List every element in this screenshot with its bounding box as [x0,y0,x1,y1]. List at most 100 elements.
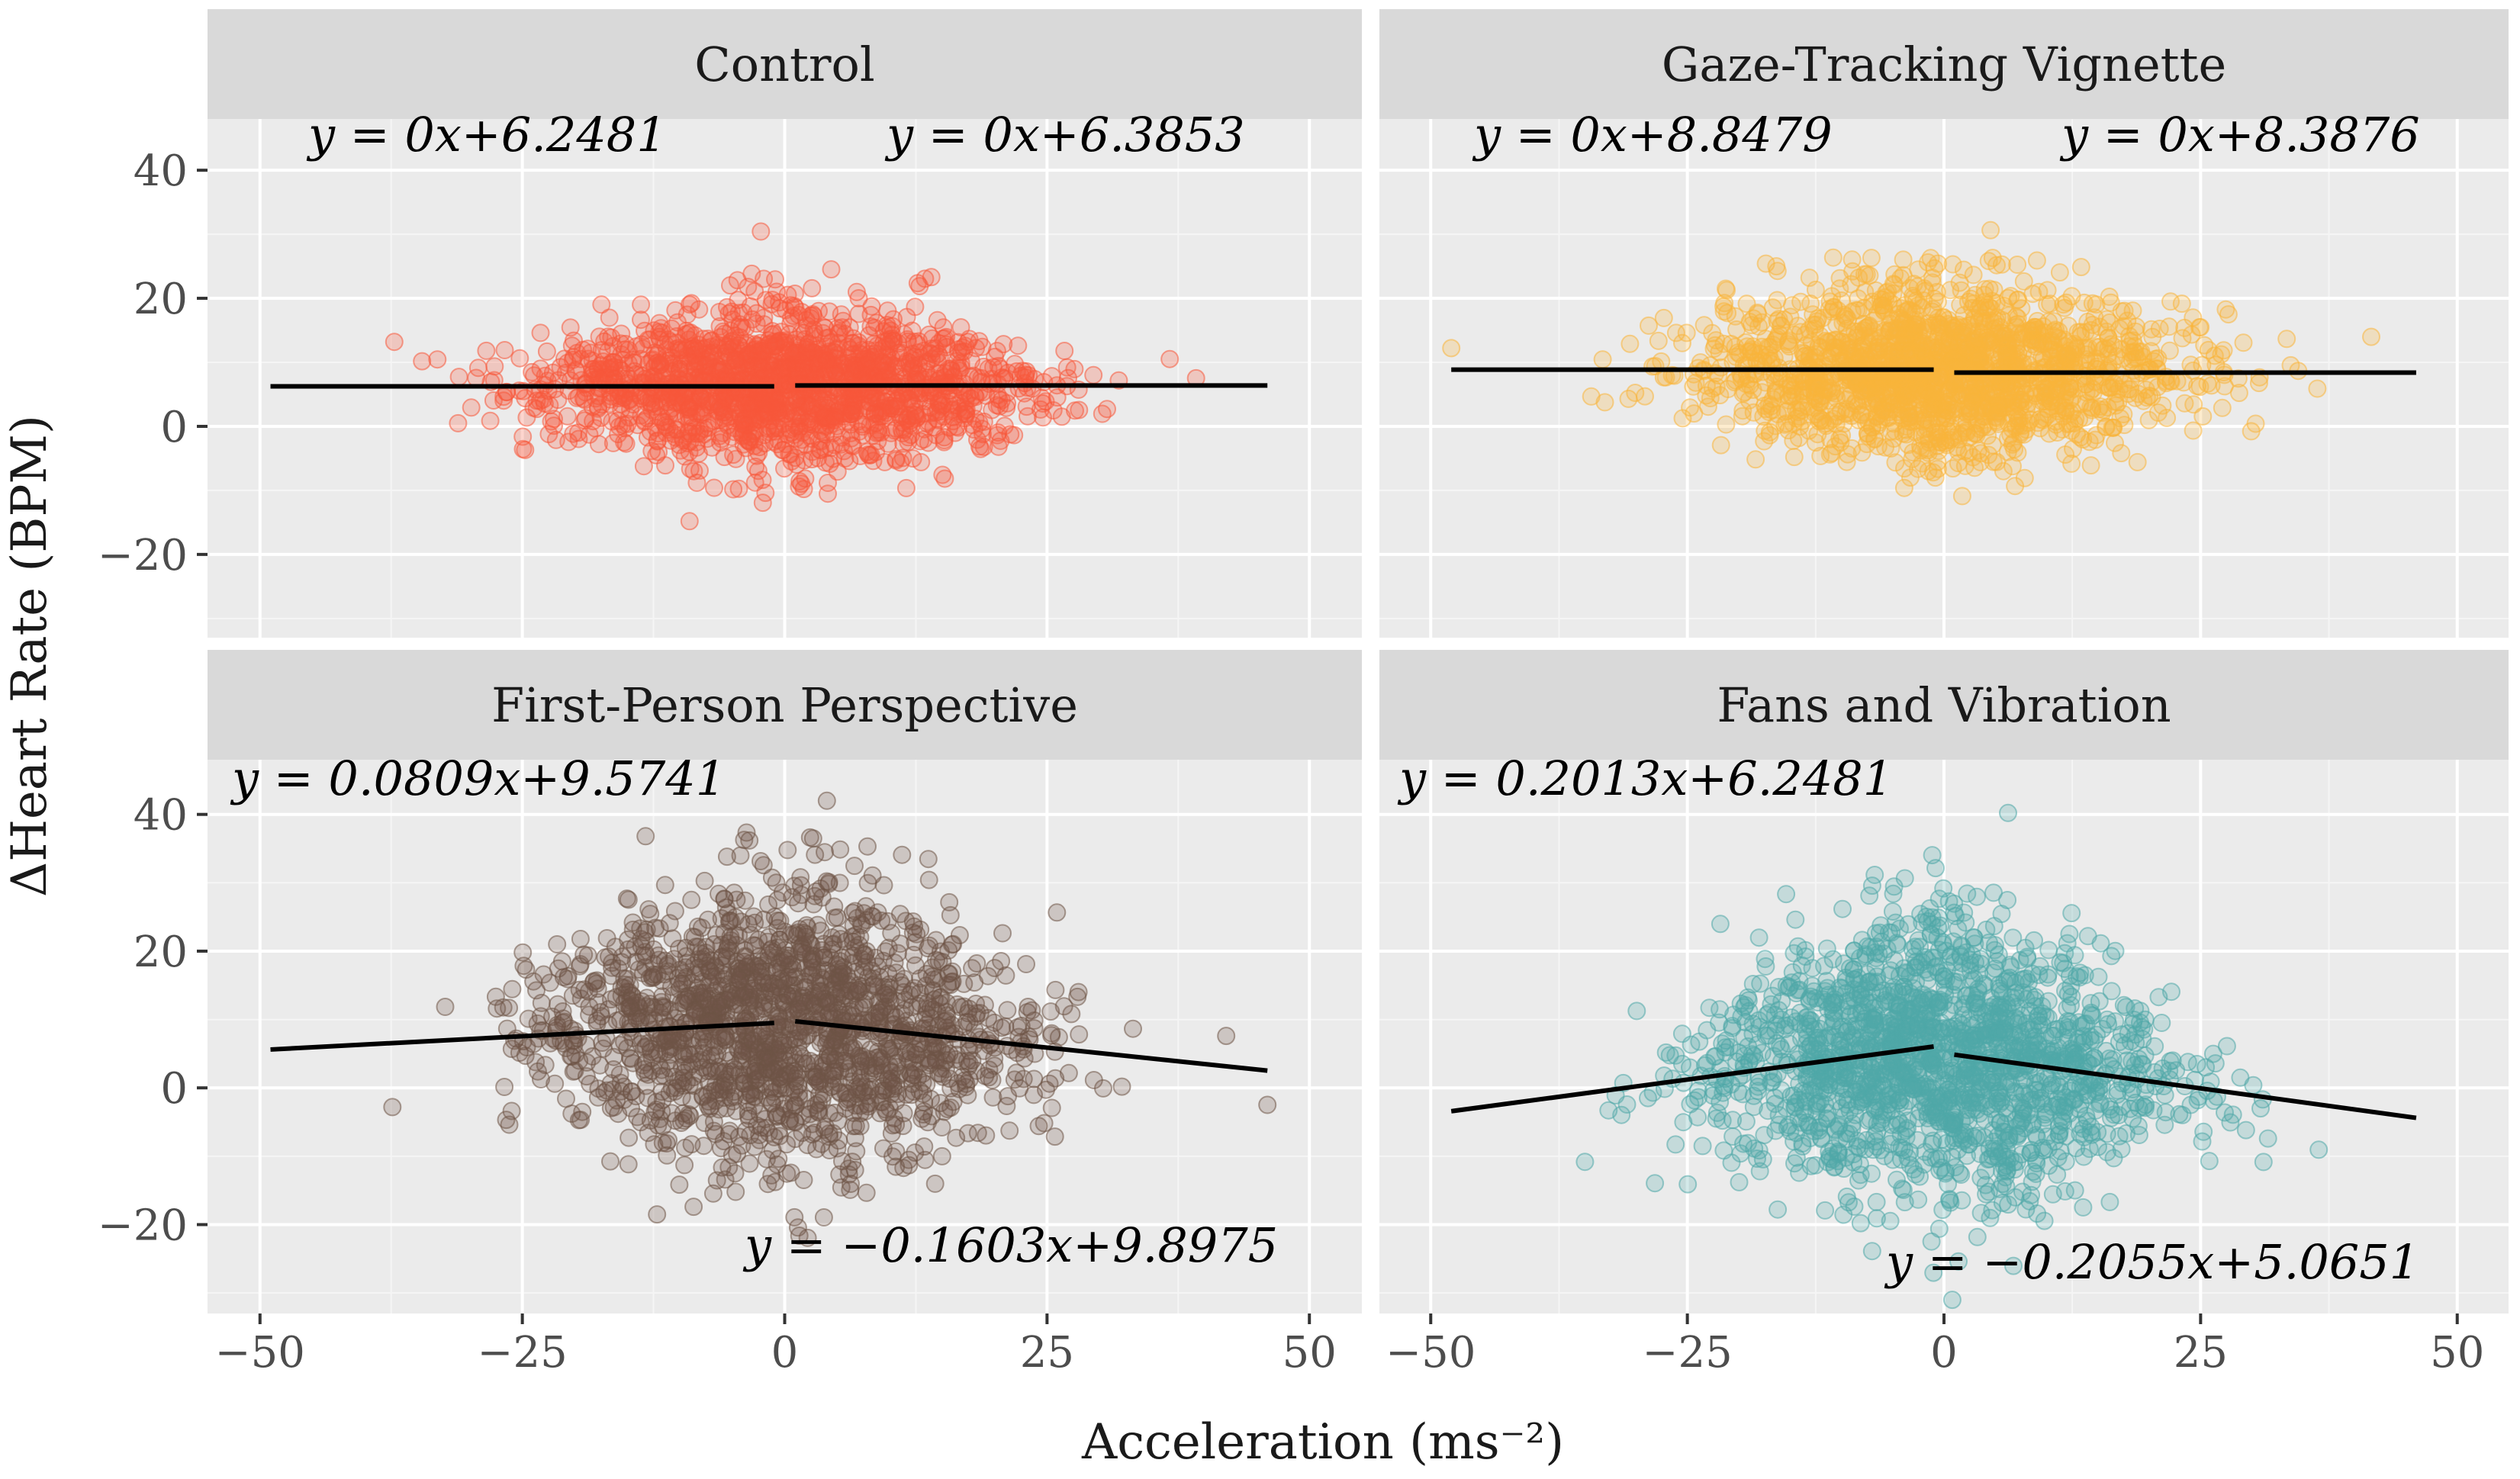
data-point [1055,342,1074,360]
data-point [2213,398,2232,417]
data-point [1987,256,2006,275]
data-point [767,873,786,892]
data-point [1947,438,1966,457]
data-point [495,1078,514,1096]
data-point [956,392,975,411]
data-point [744,341,763,360]
data-point [537,342,556,361]
data-point [2175,394,2194,413]
data-point [1874,338,1893,357]
data-point [785,285,804,303]
data-point [2080,432,2099,452]
data-point [847,1142,866,1161]
data-point [2229,384,2248,403]
data-point [676,1138,694,1157]
y-tick-label: 20 [134,275,188,324]
data-point [531,359,550,378]
data-point [762,397,781,416]
data-point [690,300,709,319]
data-point [851,446,870,465]
fit-equation-label: y = 0x+8.8479 [1472,107,1833,162]
data-point [762,1166,781,1185]
data-point [1626,384,1645,402]
data-point [636,827,655,846]
data-point [655,876,674,895]
data-point [1070,1025,1089,1044]
data-point [1806,433,1825,452]
data-point [1442,339,1461,358]
data-point [870,356,889,375]
y-tick-label: −20 [98,531,188,580]
data-point [1857,435,1876,454]
data-point [449,413,468,432]
data-point [1654,308,1673,327]
data-points [385,222,1205,531]
fit-equation-label: y = 0x+6.2481 [306,107,667,162]
data-point [1839,337,1858,356]
data-point [1048,903,1067,922]
data-point [1640,316,1658,335]
data-point [2106,396,2126,415]
data-point [781,342,800,362]
data-point [488,999,507,1018]
data-point [1620,334,1640,353]
data-point [932,1146,951,1166]
data-point [2034,317,2053,336]
data-point [619,1155,638,1174]
data-point [2184,308,2203,327]
data-point [2153,396,2172,415]
data-point [1921,384,1940,404]
data-point [468,358,488,378]
data-point [893,845,912,864]
data-point [1711,436,1730,455]
data-point [2112,444,2131,463]
data-point [1912,317,1931,336]
data-point [868,432,887,451]
data-point [756,484,775,503]
data-point [1160,349,1180,368]
data-point [791,397,810,416]
data-point [1864,311,1883,330]
data-point [741,297,760,316]
data-point [1815,357,1833,376]
data-point [743,357,762,376]
data-point [1094,1079,1112,1098]
data-point [601,1152,620,1171]
data-point [935,431,954,450]
data-point [613,415,632,434]
data-point [2087,295,2106,314]
data-point [906,297,925,317]
data-point [951,318,970,337]
data-point [1952,487,1971,506]
data-point [1084,365,1103,384]
data-point [2246,414,2265,433]
data-point [1950,273,1969,292]
data-point [817,791,836,810]
data-point [604,1060,623,1079]
data-point [912,452,931,471]
data-point [819,474,837,492]
data-point [789,894,808,913]
data-point [813,323,832,342]
y-tick-label: 0 [160,403,188,452]
data-point [1717,415,1736,434]
data-point [517,408,536,427]
data-point [682,890,701,909]
data-point [794,480,813,499]
data-point [2039,424,2058,443]
data-point [922,268,941,287]
data-point [2012,299,2031,318]
data-point [1000,1121,1019,1140]
data-point [687,473,706,492]
data-point [2126,322,2145,341]
data-point [2005,408,2024,427]
data-point [529,1062,547,1081]
data-point [1862,249,1881,268]
data-point [747,314,766,333]
data-point [2045,355,2065,374]
data-point [705,478,723,497]
data-point [1752,383,1772,402]
data-point [1009,336,1028,355]
data-point [2150,320,2169,338]
